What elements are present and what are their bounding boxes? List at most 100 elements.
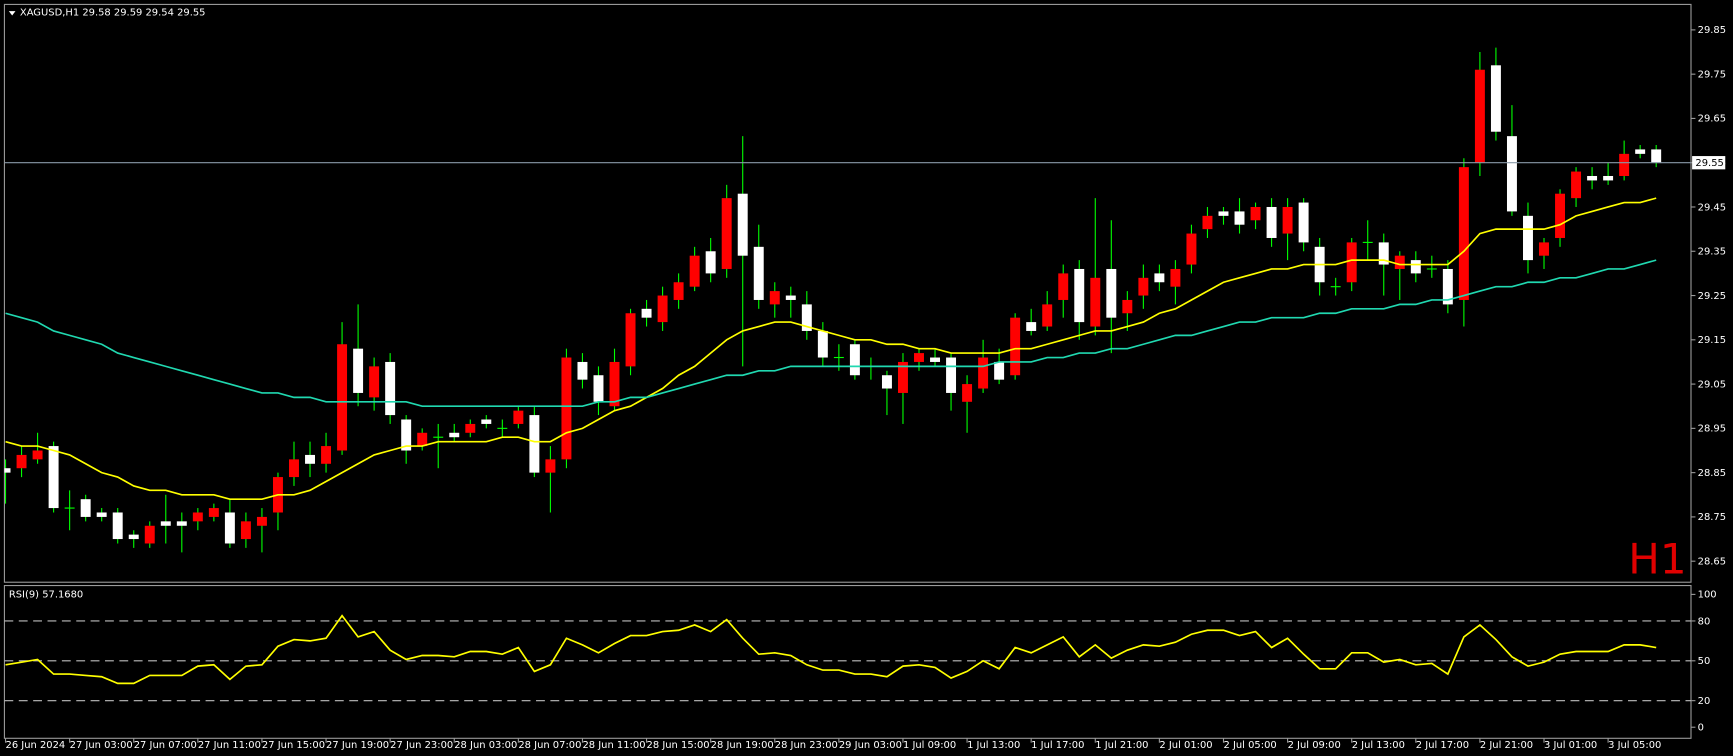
y-tick-label: 28.75 xyxy=(1698,512,1726,523)
candle-body xyxy=(449,432,460,438)
y2-tick-label: 80 xyxy=(1698,616,1711,627)
candle-body xyxy=(1506,136,1517,212)
candle-body xyxy=(1122,299,1133,314)
candle-body xyxy=(337,344,348,451)
candle-body xyxy=(1619,153,1630,176)
candle-body xyxy=(673,282,684,300)
candle-body xyxy=(1490,65,1501,132)
candle-body xyxy=(930,357,940,362)
rsi-plot xyxy=(4,614,1692,702)
candle-body xyxy=(561,357,572,460)
candle-body xyxy=(529,415,540,473)
y-tick-label: 29.15 xyxy=(1698,335,1726,346)
y-tick-label: 29.75 xyxy=(1698,69,1726,80)
x-tick-label: 2 Jul 01:00 xyxy=(1159,740,1212,751)
candle-body xyxy=(545,459,556,473)
candle-body xyxy=(817,330,828,358)
x-tick-label: 1 Jul 09:00 xyxy=(903,740,956,751)
candle-body xyxy=(240,521,251,540)
candle-body xyxy=(994,361,1005,380)
candle-body xyxy=(48,446,59,509)
menu-arrow xyxy=(8,11,16,16)
candle-body xyxy=(962,384,973,402)
x-tick-label: 28 Jun 03:00 xyxy=(454,740,517,751)
candle-body xyxy=(1571,171,1582,199)
candle-body xyxy=(1074,268,1085,323)
candle-body xyxy=(32,450,43,460)
candle-body xyxy=(1635,149,1646,154)
y-tick-label: 29.35 xyxy=(1698,247,1726,258)
x-tick-label: 27 Jun 11:00 xyxy=(198,740,261,751)
x-tick-label: 28 Jun 07:00 xyxy=(518,740,581,751)
candle-body xyxy=(1250,206,1261,221)
candle-body xyxy=(1170,268,1181,287)
candle-body xyxy=(1090,277,1101,327)
x-tick-label: 26 Jun 2024 xyxy=(6,740,66,751)
rsi-line xyxy=(5,614,1657,685)
moving-average-line xyxy=(5,197,1657,501)
candle-body xyxy=(1539,242,1549,256)
candle-body xyxy=(1346,242,1357,283)
y-tick-label: 29.25 xyxy=(1698,291,1726,302)
candle-body xyxy=(1651,149,1662,163)
candle-body xyxy=(946,357,957,393)
x-tick-label: 27 Jun 07:00 xyxy=(134,740,197,751)
candle-body xyxy=(1202,215,1213,230)
candle-body xyxy=(160,521,171,526)
y-tick-label: 28.95 xyxy=(1698,424,1726,435)
candle-body xyxy=(353,348,364,393)
candle-body xyxy=(801,304,812,331)
y2-tick-label: 50 xyxy=(1698,656,1711,667)
candle-body xyxy=(1603,175,1614,181)
candle-body xyxy=(144,525,155,544)
x-tick-label: 28 Jun 23:00 xyxy=(775,740,838,751)
candle-body xyxy=(1106,268,1117,318)
candle-body xyxy=(401,419,412,451)
candle-body xyxy=(1587,175,1598,181)
y-tick-label: 29.45 xyxy=(1698,202,1726,213)
candle-body xyxy=(80,499,91,517)
candle-body xyxy=(625,313,636,367)
y-tick-label: 28.65 xyxy=(1698,557,1726,568)
candle-body xyxy=(705,251,716,274)
rsi-frame xyxy=(3,584,1692,739)
x-tick-label: 29 Jun 03:00 xyxy=(839,740,902,751)
candle-body xyxy=(577,361,588,380)
candle-body xyxy=(1298,202,1309,243)
x-tick-label: 27 Jun 15:00 xyxy=(262,740,325,751)
candle-body xyxy=(321,446,332,464)
candle-body xyxy=(1282,206,1293,234)
x-tick-label: 27 Jun 03:00 xyxy=(70,740,133,751)
x-tick-label: 28 Jun 19:00 xyxy=(711,740,774,751)
candle-body xyxy=(96,512,107,517)
candle-body xyxy=(1394,255,1405,269)
timeframe-watermark: H1 xyxy=(1628,534,1686,583)
y2-tick-label: 0 xyxy=(1698,723,1704,734)
current-price-box xyxy=(1692,156,1726,170)
y2-tick-label: 100 xyxy=(1698,590,1717,601)
current-price-label: 29.55 xyxy=(1695,158,1723,169)
candle-body xyxy=(176,521,187,526)
x-tick-label: 1 Jul 17:00 xyxy=(1031,740,1084,751)
moving-average-line xyxy=(5,259,1657,408)
x-tick-label: 2 Jul 09:00 xyxy=(1288,740,1341,751)
candle-body xyxy=(4,468,11,473)
candle-body xyxy=(689,255,700,287)
candle-body xyxy=(849,344,860,376)
x-tick-label: 1 Jul 21:00 xyxy=(1095,740,1148,751)
candle-body xyxy=(769,291,780,305)
candle-body xyxy=(208,508,219,517)
candle-body xyxy=(1234,211,1245,225)
candle-body xyxy=(593,375,604,402)
candle-body xyxy=(417,432,428,447)
candle-body xyxy=(16,454,27,469)
chart-title: XAGUSD,H1 29.58 29.59 29.54 29.55 xyxy=(20,7,206,18)
candle-body xyxy=(1410,260,1421,274)
candle-body xyxy=(1154,273,1165,283)
candle-body xyxy=(192,512,203,522)
y-tick-label: 29.05 xyxy=(1698,379,1726,390)
candle-body xyxy=(753,246,764,300)
candle-body xyxy=(256,516,267,526)
x-tick-label: 28 Jun 15:00 xyxy=(647,740,710,751)
candle-body xyxy=(1042,304,1053,327)
